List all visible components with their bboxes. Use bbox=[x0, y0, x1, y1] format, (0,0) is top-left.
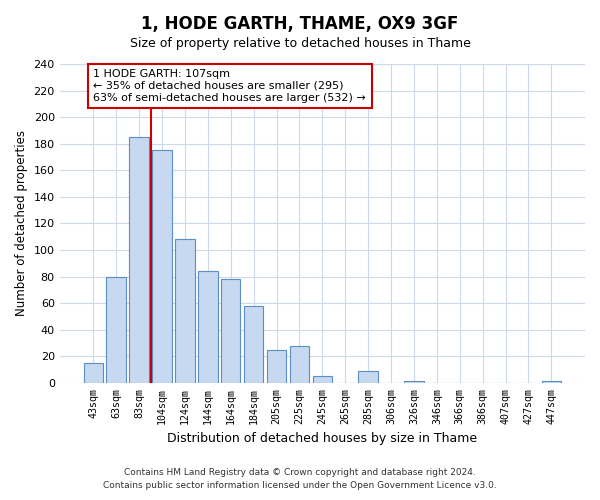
Text: Contains HM Land Registry data © Crown copyright and database right 2024.
Contai: Contains HM Land Registry data © Crown c… bbox=[103, 468, 497, 490]
Bar bbox=[130, 137, 149, 383]
Y-axis label: Number of detached properties: Number of detached properties bbox=[15, 130, 28, 316]
Text: 1, HODE GARTH, THAME, OX9 3GF: 1, HODE GARTH, THAME, OX9 3GF bbox=[142, 15, 458, 33]
Bar bbox=[313, 376, 332, 383]
Bar bbox=[358, 371, 378, 383]
Bar bbox=[106, 276, 126, 383]
Bar bbox=[152, 150, 172, 383]
Bar bbox=[83, 363, 103, 383]
X-axis label: Distribution of detached houses by size in Thame: Distribution of detached houses by size … bbox=[167, 432, 478, 445]
Bar bbox=[267, 350, 286, 383]
Bar bbox=[175, 240, 194, 383]
Bar bbox=[244, 306, 263, 383]
Text: 1 HODE GARTH: 107sqm
← 35% of detached houses are smaller (295)
63% of semi-deta: 1 HODE GARTH: 107sqm ← 35% of detached h… bbox=[93, 70, 366, 102]
Bar bbox=[542, 382, 561, 383]
Text: Size of property relative to detached houses in Thame: Size of property relative to detached ho… bbox=[130, 38, 470, 51]
Bar bbox=[290, 346, 309, 383]
Bar bbox=[404, 382, 424, 383]
Bar bbox=[198, 271, 218, 383]
Bar bbox=[221, 279, 241, 383]
